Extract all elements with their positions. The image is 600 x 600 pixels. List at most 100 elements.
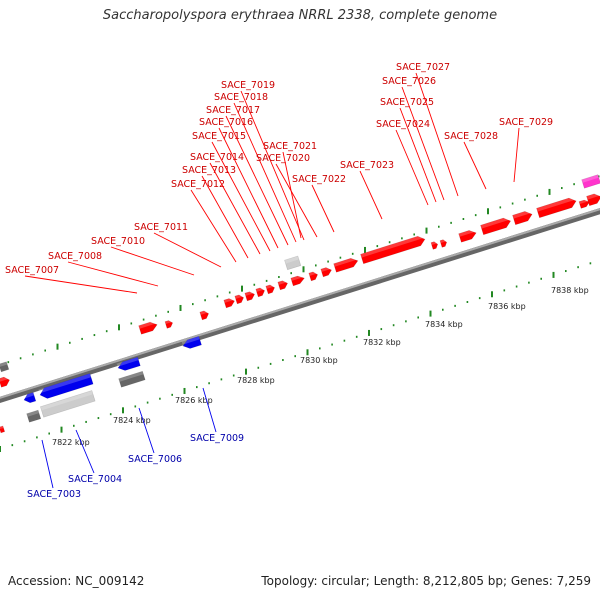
genome-summary-text: Topology: circular; Length: 8,212,805 bp… [261,574,591,588]
reverse-gene-labels[interactable]: SACE_7003 SACE_7004 SACE_7006 SACE_7009 [27,387,244,500]
gene-label-reverse[interactable]: SACE_7004 [68,429,122,485]
gene-label-forward[interactable]: SACE_7024 [376,119,430,206]
svg-text:SACE_7016: SACE_7016 [199,117,253,128]
svg-text:SACE_7012: SACE_7012 [171,179,225,190]
gene-label-forward[interactable]: SACE_7008 [48,251,159,287]
svg-text:SACE_7025: SACE_7025 [380,97,434,108]
gene-feature[interactable] [234,293,245,305]
gene-label-forward[interactable]: SACE_7017 [206,105,289,246]
gene-feature[interactable] [512,209,533,226]
gene-label-forward[interactable]: SACE_7021 [263,141,317,239]
svg-text:SACE_7024: SACE_7024 [376,119,430,130]
gene-label-forward[interactable]: SACE_7012 [171,179,237,263]
gene-feature[interactable] [536,196,577,219]
gene-label-forward[interactable]: SACE_7010 [91,236,195,276]
gene-feature[interactable] [118,370,146,388]
gene-feature[interactable] [39,390,96,418]
gene-label-forward[interactable]: SACE_7026 [382,76,445,201]
gene-feature[interactable] [138,320,159,335]
svg-text:SACE_7023: SACE_7023 [340,160,394,171]
gene-feature[interactable] [320,266,333,278]
svg-text:SACE_7008: SACE_7008 [48,251,102,262]
gene-label-forward[interactable]: SACE_7014 [190,152,261,255]
gene-feature[interactable] [265,283,276,295]
gene-feature[interactable] [0,375,11,388]
svg-text:SACE_7029: SACE_7029 [499,117,553,128]
gene-label-reverse[interactable]: SACE_7006 [128,407,182,465]
gene-feature[interactable] [244,290,256,302]
gene-feature[interactable] [0,361,10,373]
gene-feature[interactable] [430,240,439,250]
svg-text:SACE_7022: SACE_7022 [292,174,346,185]
svg-text:SACE_7020: SACE_7020 [256,153,310,164]
outer-tick-track [7,175,600,364]
gene-feature[interactable] [586,192,600,207]
gene-feature[interactable] [181,335,202,350]
forward-gene-labels[interactable]: SACE_7007 SACE_7008 SACE_7010 SACE_7011 SACE… [5,62,553,294]
gene-feature[interactable] [255,286,266,298]
gene-label-forward[interactable]: SACE_7028 [444,131,498,190]
gene-label-forward[interactable]: SACE_7022 [292,174,346,233]
gene-label-forward[interactable]: SACE_7011 [134,222,222,268]
gene-label-forward[interactable]: SACE_7019 [221,80,305,241]
gene-label-forward[interactable]: SACE_7020 [256,153,318,238]
svg-text:SACE_7006: SACE_7006 [128,454,182,465]
gene-feature[interactable] [199,309,210,321]
gene-label-forward[interactable]: SACE_7007 [5,265,138,294]
svg-text:SACE_7015: SACE_7015 [192,131,246,142]
scale-label: 7838 kbp [551,286,589,295]
gene-feature[interactable] [38,373,94,401]
gene-label-forward[interactable]: SACE_7016 [199,117,279,249]
gene-feature[interactable] [164,319,174,329]
svg-text:SACE_7017: SACE_7017 [206,105,260,116]
svg-text:SACE_7018: SACE_7018 [214,92,268,103]
scale-label: 7822 kbp [52,438,90,447]
inner-tick-track [0,262,592,452]
gene-feature[interactable] [26,409,42,423]
scale-label: 7828 kbp [237,376,275,385]
scale-label: 7836 kbp [488,302,526,311]
svg-text:SACE_7027: SACE_7027 [396,62,450,73]
gene-label-reverse[interactable]: SACE_7009 [190,387,244,444]
gene-label-forward[interactable]: SACE_7023 [340,160,394,220]
gene-feature[interactable] [581,174,600,189]
gene-label-forward[interactable]: SACE_7013 [182,165,249,259]
svg-text:SACE_7028: SACE_7028 [444,131,498,142]
svg-text:SACE_7004: SACE_7004 [68,474,122,485]
svg-text:SACE_7014: SACE_7014 [190,152,244,163]
gene-feature[interactable] [0,425,6,434]
gene-label-forward[interactable]: SACE_7025 [380,97,437,203]
gene-feature[interactable] [480,216,512,236]
gene-label-forward[interactable]: SACE_7029 [499,117,553,183]
gene-feature[interactable] [439,238,448,248]
svg-text:SACE_7019: SACE_7019 [221,80,275,91]
gene-feature[interactable] [284,255,302,271]
gene-feature[interactable] [308,270,319,282]
scale-label: 7826 kbp [175,396,213,405]
accession-text: Accession: NC_009142 [8,574,145,588]
gene-feature[interactable] [290,274,306,287]
svg-text:SACE_7007: SACE_7007 [5,265,59,276]
gene-feature[interactable] [223,297,236,309]
gene-label-forward[interactable]: SACE_7018 [214,92,297,243]
genome-map[interactable]: 7822 kbp 7824 kbp 7826 kbp 7828 kbp 7830 kbp… [0,0,600,560]
svg-text:SACE_7010: SACE_7010 [91,236,145,247]
svg-text:SACE_7003: SACE_7003 [27,489,81,500]
gene-feature[interactable] [116,356,141,372]
svg-text:SACE_7011: SACE_7011 [134,222,188,233]
svg-text:SACE_7013: SACE_7013 [182,165,236,176]
gene-feature[interactable] [277,279,289,291]
scale-label: 7834 kbp [425,320,463,329]
scale-label: 7832 kbp [363,338,401,347]
gene-feature[interactable] [578,198,591,209]
gene-feature[interactable] [333,256,360,273]
gene-label-reverse[interactable]: SACE_7003 [27,439,81,500]
gene-label-forward[interactable]: SACE_7015 [192,131,271,252]
svg-text:SACE_7026: SACE_7026 [382,76,436,87]
gene-feature[interactable] [360,234,426,265]
gene-label-forward[interactable]: SACE_7027 [396,62,459,197]
svg-text:SACE_7021: SACE_7021 [263,141,317,152]
gene-features[interactable] [0,174,600,434]
gene-feature[interactable] [22,392,37,404]
gene-feature[interactable] [458,228,478,243]
